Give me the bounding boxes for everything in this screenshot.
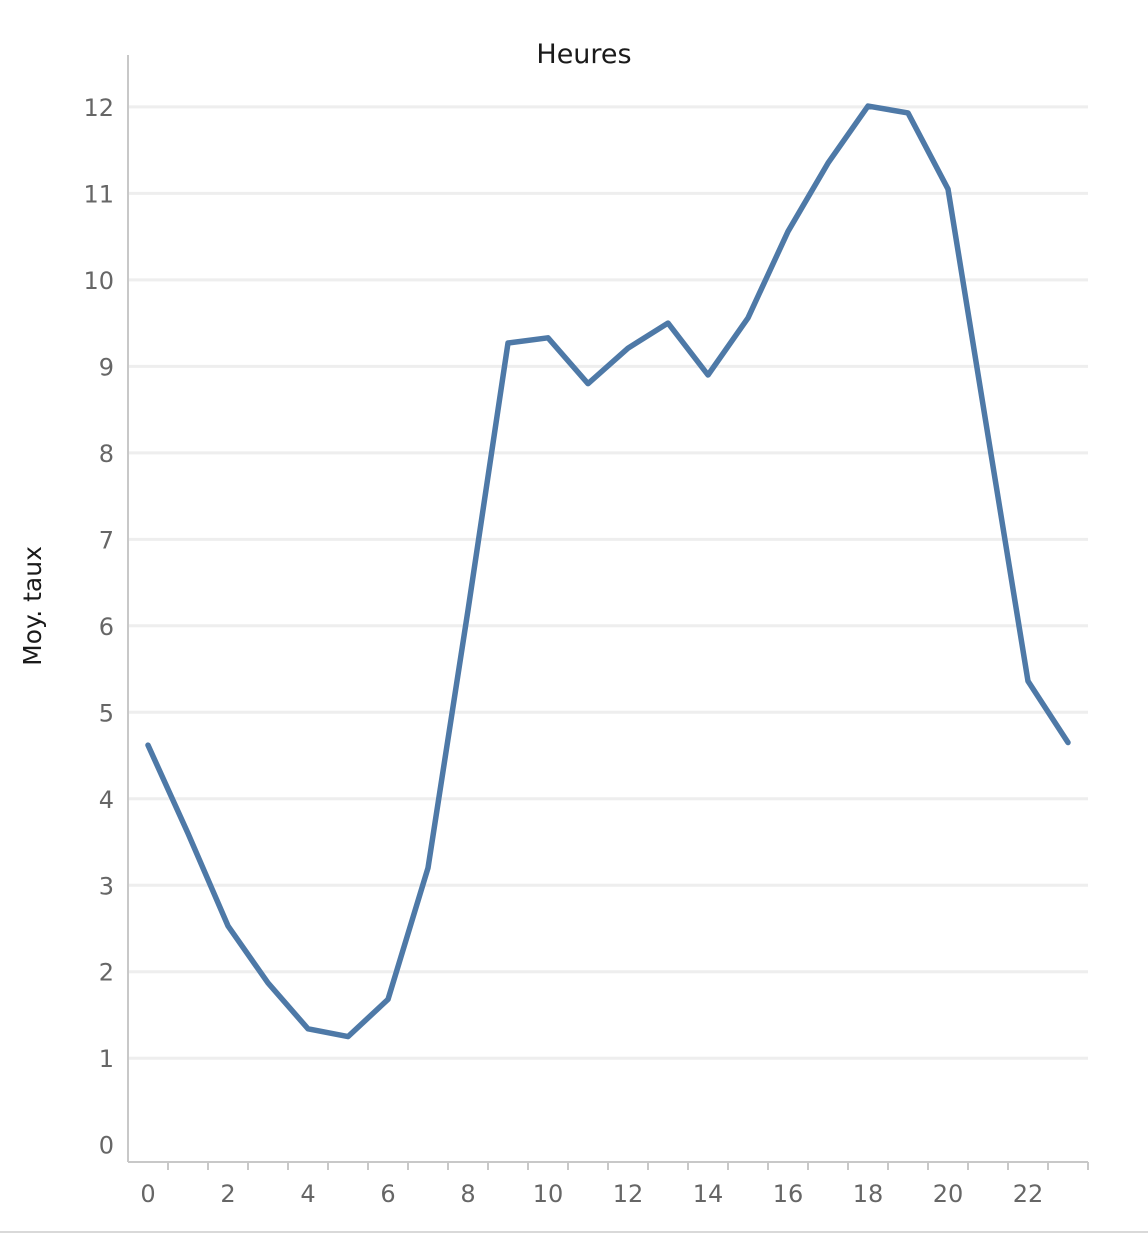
data-point <box>385 996 391 1002</box>
data-point <box>945 186 951 192</box>
x-tick-label: 10 <box>533 1180 564 1208</box>
data-point <box>185 830 191 836</box>
data-point <box>465 607 471 613</box>
data-point <box>305 1026 311 1032</box>
series-line-0 <box>145 103 1071 1040</box>
data-point <box>545 335 551 341</box>
y-tick-label: 2 <box>99 959 114 987</box>
y-tick-label: 6 <box>99 613 114 641</box>
x-tick-label: 4 <box>300 1180 315 1208</box>
data-point <box>425 865 431 871</box>
x-tick-label: 14 <box>693 1180 724 1208</box>
data-point <box>145 742 151 748</box>
x-tick-label: 6 <box>380 1180 395 1208</box>
data-point <box>825 160 831 166</box>
data-point <box>1065 740 1071 746</box>
y-tick-label: 3 <box>99 872 114 900</box>
x-tick-label: 12 <box>613 1180 644 1208</box>
y-tick-label: 0 <box>99 1132 114 1160</box>
x-tick-label: 20 <box>933 1180 964 1208</box>
data-point <box>585 381 591 387</box>
series-layer <box>145 103 1071 1040</box>
x-tick-label: 18 <box>853 1180 884 1208</box>
data-point <box>865 103 871 109</box>
data-point <box>225 923 231 929</box>
data-point <box>785 228 791 234</box>
x-tick-label: 16 <box>773 1180 804 1208</box>
data-point <box>625 345 631 351</box>
y-tick-label: 10 <box>83 267 114 295</box>
x-axis-title: Heures <box>536 39 631 70</box>
y-tick-label: 9 <box>99 353 114 381</box>
x-tick-label: 0 <box>140 1180 155 1208</box>
y-tick-label: 1 <box>99 1045 114 1073</box>
y-axis-title: Moy. taux <box>18 546 47 666</box>
y-tick-label: 5 <box>99 699 114 727</box>
x-tick-label: 8 <box>460 1180 475 1208</box>
x-tick-label: 22 <box>1013 1180 1044 1208</box>
data-point <box>265 980 271 986</box>
y-tick-label: 12 <box>83 94 114 122</box>
data-point <box>745 315 751 321</box>
data-point <box>1025 678 1031 684</box>
data-point <box>905 110 911 116</box>
data-point <box>705 372 711 378</box>
data-point <box>665 320 671 326</box>
data-point <box>345 1034 351 1040</box>
y-tick-label: 8 <box>99 440 114 468</box>
y-tick-label: 11 <box>83 180 114 208</box>
data-point <box>985 433 991 439</box>
x-tick-label: 2 <box>220 1180 235 1208</box>
data-point <box>505 340 511 346</box>
gridlines <box>128 105 1088 1060</box>
y-tick-label: 4 <box>99 786 114 814</box>
y-tick-label: 7 <box>99 526 114 554</box>
